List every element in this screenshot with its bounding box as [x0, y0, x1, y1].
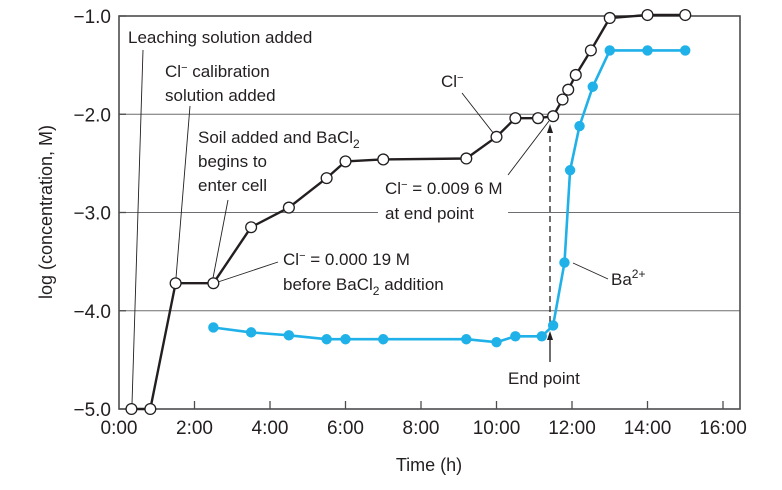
series-line	[213, 49, 686, 344]
cl-data-point	[509, 112, 522, 125]
x-axis-title: Time (h)	[396, 455, 462, 475]
cl-data-point	[339, 155, 352, 168]
cl-data-point	[547, 110, 560, 123]
x-tick-label: 14:00	[624, 418, 672, 439]
cl-data-point	[125, 402, 138, 416]
x-tick-label: 6:00	[327, 418, 364, 439]
annotation-soil-line3: enter cell	[198, 176, 267, 195]
annotation-calibration-line2: solution added	[165, 86, 276, 105]
cl-data-point	[679, 8, 692, 22]
cl-data-point	[169, 277, 182, 290]
ba-data-point	[461, 334, 472, 345]
annotation-leader-lines	[131, 49, 609, 405]
ba-data-point	[208, 322, 219, 333]
ba-data-point	[604, 45, 615, 56]
minus-superscript: −	[299, 250, 305, 262]
x-tick-label: 0:00	[101, 418, 138, 439]
cl-data-point	[460, 152, 473, 165]
ba-data-point	[587, 81, 598, 92]
subscript-2: 2	[353, 137, 360, 151]
end-point-arrowhead	[547, 331, 553, 340]
series-markers	[125, 8, 692, 416]
y-axis-title: log (concentration, M)	[36, 125, 56, 299]
x-tick-label: 2:00	[176, 418, 213, 439]
cl-data-point	[144, 402, 157, 416]
leader-calibration	[175, 105, 191, 279]
ba-data-point	[491, 336, 502, 348]
leader-ba-series	[572, 262, 609, 280]
ba-data-point	[321, 334, 332, 345]
annotation-cl-before-line2: before BaCl2 addition	[283, 275, 444, 298]
x-tick-label: 12:00	[548, 418, 596, 439]
leader-leaching	[131, 49, 144, 405]
x-tick-label: 8:00	[403, 418, 440, 439]
x-tick-label: 16:00	[699, 418, 747, 439]
y-tick-label: −5.0	[73, 400, 111, 421]
ba-data-point	[559, 257, 570, 268]
ba-data-point	[547, 320, 559, 331]
ba-data-point	[340, 334, 351, 345]
cl-data-point	[245, 221, 258, 234]
y-tick-label: −4.0	[73, 302, 111, 323]
leader-cl-before	[217, 261, 279, 283]
x-tick-label: 10:00	[473, 418, 521, 439]
y-axis-ticks: −1.0 −2.0 −3.0 −4.0 −5.0	[73, 7, 126, 421]
annotation-cl-end-background	[378, 196, 508, 226]
cl-data-point	[562, 83, 575, 96]
ba-data-point	[378, 334, 389, 345]
cl-data-point	[569, 68, 582, 81]
minus-superscript: −	[181, 62, 187, 74]
ba-data-point	[536, 331, 547, 342]
leader-cl-end	[507, 120, 550, 176]
annotation-soil-line1: Soil added and BaCl2	[198, 128, 360, 151]
cl-data-point	[207, 277, 220, 290]
annotations: Leaching solution added Cl− calibration …	[128, 28, 645, 388]
ba-data-point	[564, 165, 576, 176]
cl-data-point	[584, 44, 597, 57]
y-tick-label: −3.0	[73, 204, 111, 225]
annotation-leaching: Leaching solution added	[128, 28, 312, 47]
leader-cl-series	[461, 92, 495, 135]
minus-superscript: −	[457, 72, 463, 84]
leader-soil	[212, 199, 229, 279]
minus-superscript: −	[401, 179, 407, 191]
cl-data-point	[320, 172, 333, 185]
end-point-dashed-arrowhead	[547, 124, 553, 133]
ba-data-point	[283, 330, 295, 341]
x-axis-ticks: 0:00 2:00 4:00 6:00 8:00 10:00 12:00 14:00 16:00	[101, 401, 747, 439]
x-tick-label: 4:00	[252, 418, 289, 439]
annotation-calibration-line1: Cl− calibration	[165, 62, 270, 81]
annotation-soil-line2: begins to	[198, 152, 267, 171]
y-tick-label: −1.0	[73, 7, 111, 28]
ba-data-point	[574, 120, 585, 132]
ba-charge-superscript: 2+	[632, 267, 646, 281]
ba-data-point	[642, 45, 653, 56]
ba-data-point	[680, 45, 691, 56]
annotation-cl-end-line2: at end point	[385, 204, 474, 223]
cl-data-point	[282, 201, 295, 214]
subscript-2: 2	[373, 284, 380, 298]
cl-data-point	[490, 130, 503, 143]
cl-data-point	[603, 11, 616, 25]
series-label-cl: Cl−	[441, 72, 464, 91]
annotation-end-point: End point	[508, 369, 580, 388]
annotation-cl-end-line1: Cl− = 0.009 6 M	[385, 179, 502, 198]
ba-data-point	[245, 327, 257, 338]
y-tick-label: −2.0	[73, 105, 111, 126]
series-label-ba: Ba2+	[611, 267, 645, 289]
cl-data-point	[641, 8, 654, 22]
cl-data-point	[556, 93, 569, 106]
ba-data-point	[510, 331, 521, 342]
cl-data-point	[377, 153, 390, 166]
cl-data-point	[531, 112, 545, 125]
annotation-cl-before-line1: Cl− = 0.000 19 M	[283, 250, 410, 269]
